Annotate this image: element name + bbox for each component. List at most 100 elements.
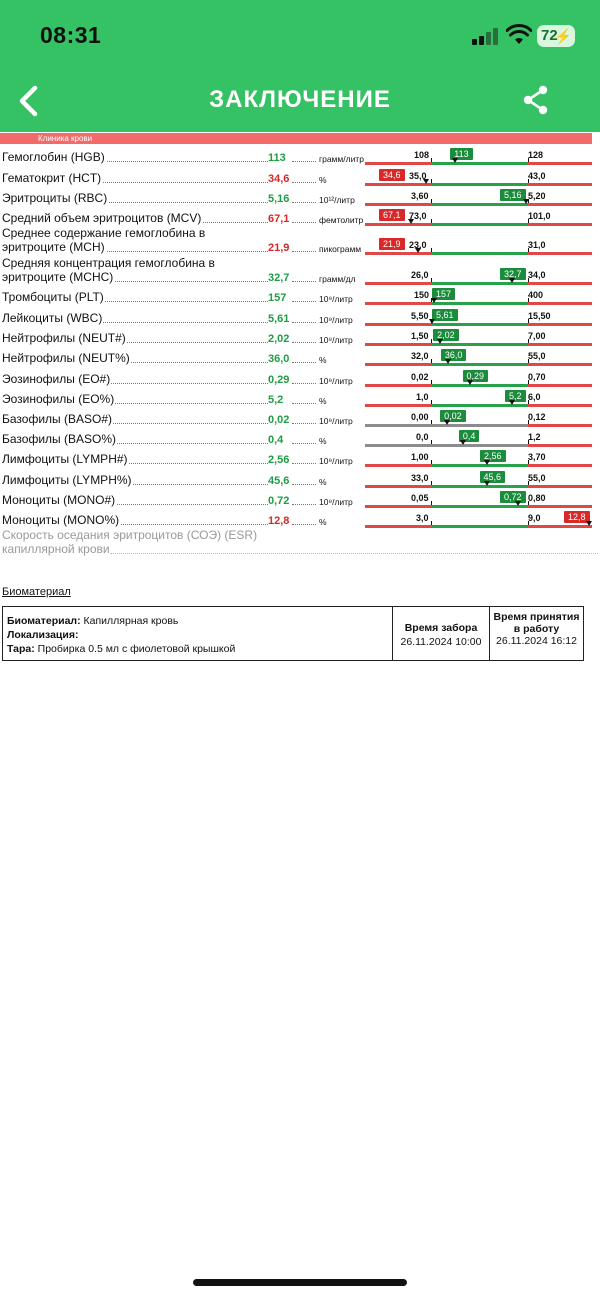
result-name: Гемоглобин (HGB) bbox=[2, 150, 272, 164]
gauge-segment bbox=[431, 404, 528, 407]
result-unit: фемтолитр bbox=[319, 215, 365, 225]
share-icon[interactable] bbox=[521, 85, 551, 115]
dotted-leader bbox=[2, 251, 268, 252]
result-name: Эозинофилы (EO#) bbox=[2, 372, 272, 386]
range-high: 43,0 bbox=[528, 171, 546, 181]
value-pointer-icon bbox=[514, 501, 521, 506]
value-pointer-icon bbox=[444, 420, 451, 425]
reference-range-gauge: 0,0 1,2 0,4 bbox=[365, 427, 592, 447]
result-value: 0,29 bbox=[268, 374, 290, 386]
value-badge: 0,02 bbox=[440, 410, 466, 422]
gauge-tick bbox=[431, 278, 432, 282]
gauge-tick bbox=[528, 460, 529, 464]
dotted-leader bbox=[292, 484, 316, 485]
gauge-segment bbox=[528, 302, 592, 305]
value-pointer-icon bbox=[509, 400, 516, 405]
dotted-leader bbox=[2, 443, 268, 444]
result-row: Моноциты (MONO#) 0,72 10⁹/литр 0,05 0,80 0,72 bbox=[0, 474, 600, 508]
range-high: 9,0 bbox=[528, 513, 541, 523]
reference-range-gauge: 150 400 157 bbox=[365, 285, 592, 305]
result-name: Базофилы (BASO%) bbox=[2, 432, 272, 446]
accepted-value: 26.11.2024 16:12 bbox=[496, 635, 577, 647]
range-high: 101,0 bbox=[528, 211, 551, 221]
gauge-segment bbox=[528, 282, 592, 285]
range-high: 0,70 bbox=[528, 372, 546, 382]
gauge-segment bbox=[365, 464, 431, 467]
signal-icon bbox=[472, 28, 500, 45]
result-row: Эозинофилы (EO%) 5,2% 1,0 6,0 5,2 bbox=[0, 373, 600, 407]
result-row: Среднее содержание гемоглобина в эритроц… bbox=[0, 221, 600, 255]
dotted-leader bbox=[292, 463, 316, 464]
gauge-tick bbox=[528, 248, 529, 252]
biomaterial-table: Биоматериал: Капиллярная кровь Локализац… bbox=[2, 606, 584, 661]
result-unit: % bbox=[319, 396, 365, 406]
home-indicator[interactable] bbox=[193, 1279, 407, 1286]
gauge-segment bbox=[365, 485, 431, 488]
reference-range-gauge: 33,0 55,0 45,6 bbox=[365, 468, 592, 488]
reference-range-gauge: 32,0 55,0 36,0 bbox=[365, 346, 592, 366]
gauge-segment bbox=[431, 282, 528, 285]
result-name-text: Средний объем эритроцитов (MCV) bbox=[2, 211, 203, 225]
gauge-tick bbox=[431, 440, 432, 444]
gauge-segment bbox=[431, 525, 528, 528]
gauge-segment bbox=[365, 525, 431, 528]
result-name-text: Эозинофилы (EO#) bbox=[2, 372, 112, 386]
result-row: Базофилы (BASO%) 0,4% 0,0 1,2 0,4 bbox=[0, 413, 600, 447]
esr-row-name: Скорость оседания эритроцитов (СОЭ) (ESR… bbox=[2, 528, 258, 556]
range-high: 128 bbox=[528, 150, 544, 160]
result-value: 34,6 bbox=[268, 173, 290, 185]
dotted-leader bbox=[292, 202, 316, 203]
result-unit: грамм/литр bbox=[319, 154, 365, 164]
chevron-left-icon[interactable] bbox=[14, 84, 44, 118]
value-badge: 5,16 bbox=[500, 189, 526, 201]
result-row: Базофилы (BASO#) 0,02 10⁹/литр 0,00 0,12 0,02 bbox=[0, 393, 600, 427]
result-row: Средняя концентрация гемоглобина в эритр… bbox=[0, 251, 600, 285]
dotted-leader bbox=[2, 281, 268, 282]
result-name-text: Лимфоциты (LYMPH%) bbox=[2, 473, 133, 487]
gauge-tick bbox=[528, 400, 529, 404]
reference-range-gauge: 0,00 0,12 0,02 bbox=[365, 407, 592, 427]
gauge-segment bbox=[431, 323, 528, 326]
gauge-tick bbox=[528, 440, 529, 444]
value-pointer-icon bbox=[429, 319, 436, 324]
reference-range-gauge: 0,02 0,70 0,29 bbox=[365, 367, 592, 387]
result-name: Моноциты (MONO%) bbox=[2, 513, 272, 527]
gauge-segment bbox=[431, 252, 528, 255]
status-time: 08:31 bbox=[40, 22, 102, 48]
result-row: Нейтрофилы (NEUT%) 36,0% 32,0 55,0 36,0 bbox=[0, 332, 600, 366]
result-name: Нейтрофилы (NEUT%) bbox=[2, 351, 272, 365]
result-name: Средняя концентрация гемоглобина в эритр… bbox=[2, 256, 272, 284]
tube-value: Пробирка 0.5 мл с фиолетовой крышкой bbox=[37, 643, 236, 655]
dotted-leader bbox=[292, 322, 316, 323]
result-name-text: Моноциты (MONO%) bbox=[2, 513, 121, 527]
gauge-segment bbox=[431, 464, 528, 467]
dotted-leader bbox=[292, 161, 316, 162]
dotted-leader bbox=[2, 322, 268, 323]
gauge-segment bbox=[528, 424, 592, 427]
result-name: Тромбоциты (PLT) bbox=[2, 290, 272, 304]
gauge-tick bbox=[528, 319, 529, 323]
wifi-icon bbox=[506, 24, 532, 44]
result-name: Эозинофилы (EO%) bbox=[2, 392, 272, 406]
value-pointer-icon bbox=[444, 359, 451, 364]
result-name: Эритроциты (RBC) bbox=[2, 191, 272, 205]
result-unit: 10¹²/литр bbox=[319, 195, 365, 205]
result-name-text: Гемоглобин (HGB) bbox=[2, 150, 106, 164]
gauge-tick bbox=[528, 521, 529, 525]
reference-range-gauge: 35,0 43,0 34,6 bbox=[365, 166, 592, 186]
gauge-tick bbox=[528, 380, 529, 384]
gauge-segment bbox=[431, 223, 528, 226]
gauge-tick bbox=[528, 501, 529, 505]
result-row: Нейтрофилы (NEUT#) 2,02 10⁹/литр 1,50 7,00 2,… bbox=[0, 312, 600, 346]
value-badge: 113 bbox=[450, 148, 473, 160]
gauge-segment bbox=[365, 302, 431, 305]
result-value: 0,4 bbox=[268, 434, 284, 446]
dotted-leader bbox=[292, 251, 316, 252]
result-name: Лимфоциты (LYMPH%) bbox=[2, 473, 272, 487]
value-badge: 45,6 bbox=[479, 471, 506, 483]
result-row: Гемоглобин (HGB) 113 грамм/литр 108 128 113 bbox=[0, 131, 600, 165]
range-high: 3,70 bbox=[528, 452, 546, 462]
range-low: 35,0 bbox=[409, 171, 427, 181]
reference-range-gauge: 1,00 3,70 2,56 bbox=[365, 447, 592, 467]
result-value: 45,6 bbox=[268, 475, 290, 487]
